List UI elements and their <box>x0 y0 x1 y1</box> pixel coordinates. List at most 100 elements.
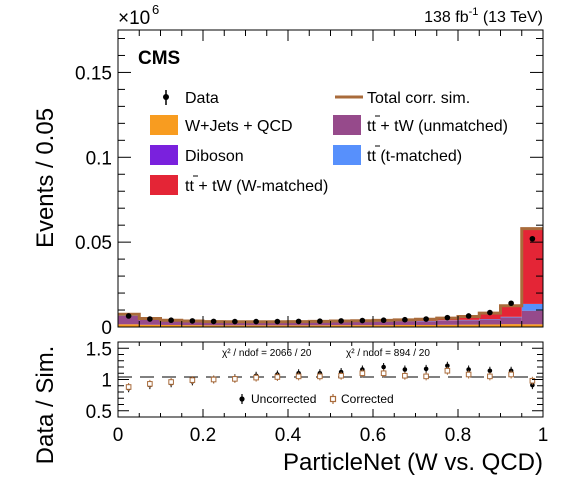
data-point <box>380 317 387 324</box>
corrected-point <box>295 373 302 380</box>
stack-bar-segment <box>500 306 522 317</box>
legend-entry-tt-unmatched: tt + tW (unmatched) <box>333 115 508 135</box>
luminosity-label: 138 fb-1 (13 TeV) <box>424 6 543 26</box>
ratio-y-axis-label: Data / Sim. <box>32 346 59 465</box>
stack-bar-segment <box>500 324 522 327</box>
ratio-frame <box>117 341 544 418</box>
corrected-point <box>529 377 536 384</box>
y-tick-label: 0.05 <box>75 233 112 254</box>
ratio-y-tick-label: 1 <box>101 371 112 392</box>
stack-bar-segment <box>521 229 543 304</box>
chi2-corrected: χ² / ndof = 894 / 20 <box>346 348 430 359</box>
stack-bar-segment <box>351 325 373 327</box>
legend-tt-unmatched-swatch <box>333 115 361 135</box>
stack-bar-segment <box>309 325 331 327</box>
legend-wjets-label: W+Jets + QCD <box>185 118 293 135</box>
stack-bar-segment <box>521 324 543 327</box>
ratio-legend-corrected-label: Corrected <box>341 392 394 406</box>
stack-bar-segment <box>479 324 501 327</box>
legend-entry-tt-tmatched: tt (t-matched) <box>333 145 462 165</box>
data-point <box>465 313 472 319</box>
cms-label: CMS <box>138 48 180 69</box>
x-tick-label: 0 <box>113 425 124 446</box>
data-point <box>253 318 259 325</box>
stack-bar-segment <box>436 324 458 327</box>
stack-bar-segment <box>351 321 373 326</box>
corrected-point <box>465 371 472 378</box>
data-point <box>232 318 238 325</box>
ratio-legend-uncorrected-label: Uncorrected <box>251 392 316 406</box>
legend-wjets-swatch <box>150 115 178 135</box>
corrected-point <box>232 376 238 382</box>
uncorrected-point <box>402 367 408 372</box>
corrected-point <box>317 373 323 380</box>
corrected-point <box>189 377 196 383</box>
stack-bar-segment <box>160 324 182 327</box>
legend-entry-data: Data <box>163 90 219 107</box>
data-point <box>274 318 281 325</box>
stack-bar-segment <box>181 325 203 327</box>
legend: Data Total corr. sim. W+Jets + QCD tt + … <box>150 90 508 195</box>
stack-bar-segment <box>288 325 310 327</box>
legend-tt-wmatched-label: tt + tW (W-matched) <box>185 178 328 195</box>
legend-entry-wjets: W+Jets + QCD <box>150 115 293 135</box>
data-point <box>295 318 302 325</box>
ratio-legend-uncorrected-marker <box>239 396 245 402</box>
legend-data-marker <box>163 94 169 100</box>
uncorrected-point <box>423 366 429 372</box>
main-frame <box>117 29 544 328</box>
stack-bar-segment <box>203 325 225 327</box>
corrected-point <box>210 376 217 383</box>
main-y-tick-labels: 0 0.05 0.1 0.15 <box>75 63 112 339</box>
data-point <box>529 235 536 242</box>
ratio-legend: Uncorrected Corrected <box>239 392 394 406</box>
y-tick-label: 0.1 <box>86 148 112 169</box>
stack-bar-segment <box>373 321 395 326</box>
stack-bar-segment <box>118 324 140 327</box>
stack-bar-segment <box>330 325 352 327</box>
legend-entry-diboson: Diboson <box>150 145 244 165</box>
stack-bar-segment <box>500 317 522 325</box>
ratio-y-tick-label: 1.5 <box>86 339 112 360</box>
stack-bar-segment <box>160 321 182 325</box>
stack-bar-segment <box>479 313 501 320</box>
ratio-legend-corrected-marker <box>329 395 337 403</box>
ratio-points <box>125 361 536 393</box>
stack-bar-segment <box>266 325 288 327</box>
x-tick-label: 0.4 <box>275 425 302 446</box>
legend-tt-unmatched-label: tt + tW (unmatched) <box>367 118 508 135</box>
stack-bar-segment <box>245 325 267 327</box>
legend-total-label: Total corr. sim. <box>367 90 470 107</box>
stack-bar-segment <box>373 325 395 327</box>
stack-bar-segment <box>118 315 140 325</box>
x-tick-label: 1 <box>538 425 549 446</box>
stack-bar-segment <box>436 320 458 325</box>
main-y-axis-label: Events / 0.05 <box>32 108 59 248</box>
stack-bar-segment <box>394 321 416 325</box>
corrected-point <box>444 367 451 374</box>
stack-bar-segment <box>479 319 501 325</box>
legend-tt-tmatched-label: tt (t-matched) <box>367 148 462 165</box>
uncorrected-point <box>487 368 493 374</box>
data-point <box>402 316 408 323</box>
x-tick-label: 0.6 <box>360 425 386 446</box>
ratio-axis-ticks <box>117 342 544 417</box>
corrected-point <box>423 373 429 380</box>
stack-bar-segment <box>521 310 543 325</box>
legend-diboson-swatch <box>150 145 178 165</box>
stack-bar-segment <box>415 324 437 327</box>
ratio-panel: 0.5 1 1.5 0 0.2 0.4 0.6 0.8 1 χ² / ndof = 2066 … <box>32 339 548 476</box>
uncorrected-point <box>381 364 386 370</box>
corrected-point <box>274 374 281 380</box>
data-point <box>508 300 514 307</box>
data-point <box>317 318 323 325</box>
corrected-point <box>147 381 153 387</box>
stack-bar-segment <box>500 316 522 318</box>
uncorrected-point <box>466 367 471 372</box>
corrected-point <box>253 374 259 381</box>
data-point <box>125 313 132 319</box>
corrected-point <box>125 384 132 390</box>
ratio-y-tick-labels: 0.5 1 1.5 <box>86 339 112 423</box>
main-axis-ticks <box>117 30 544 328</box>
